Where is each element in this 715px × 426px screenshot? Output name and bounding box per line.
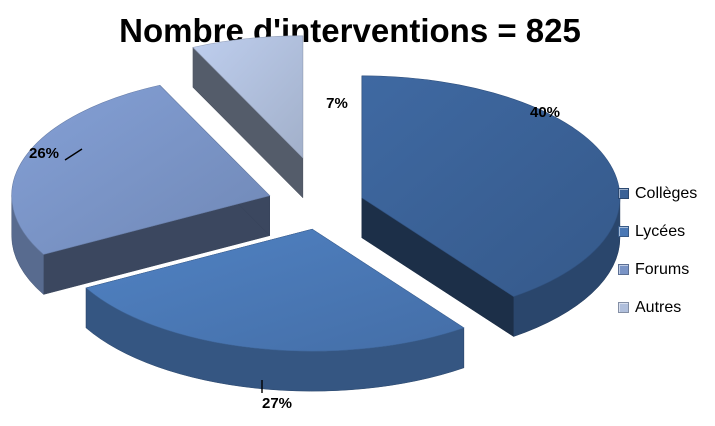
data-label-forums: 26% bbox=[29, 145, 59, 162]
legend-swatch-autres bbox=[618, 302, 629, 313]
legend-swatch-colleges bbox=[618, 188, 629, 199]
data-label-lycees: 27% bbox=[262, 395, 292, 412]
legend: Collèges Lycées Forums Autres bbox=[618, 184, 697, 336]
data-label-autres: 7% bbox=[326, 95, 348, 112]
legend-label-autres: Autres bbox=[635, 298, 682, 316]
legend-swatch-forums bbox=[618, 264, 629, 275]
data-label-colleges: 40% bbox=[530, 104, 560, 121]
legend-item-lycees: Lycées bbox=[618, 222, 697, 241]
legend-item-forums: Forums bbox=[618, 260, 697, 279]
legend-label-colleges: Collèges bbox=[635, 184, 698, 202]
pie-slice-colleges bbox=[361, 75, 621, 297]
legend-swatch-lycees bbox=[618, 226, 629, 237]
pie-slice-forums bbox=[11, 84, 271, 255]
legend-item-autres: Autres bbox=[618, 298, 697, 317]
pie-slice-lycees bbox=[85, 228, 465, 352]
legend-item-colleges: Collèges bbox=[618, 184, 697, 203]
legend-label-forums: Forums bbox=[635, 260, 690, 278]
chart-title: Nombre d'interventions = 825 bbox=[119, 12, 581, 49]
pie-slice-autres bbox=[192, 35, 304, 159]
legend-label-lycees: Lycées bbox=[635, 222, 686, 240]
leader-line-forums bbox=[64, 148, 83, 161]
